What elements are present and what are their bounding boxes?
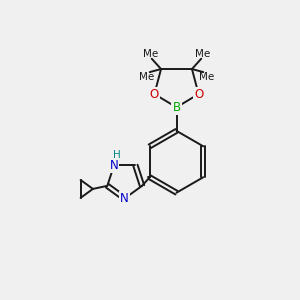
Text: N: N bbox=[120, 192, 129, 205]
Text: Me: Me bbox=[143, 49, 158, 59]
Text: O: O bbox=[150, 88, 159, 100]
Text: Me: Me bbox=[199, 71, 214, 82]
Text: O: O bbox=[194, 88, 203, 100]
Text: H: H bbox=[113, 150, 121, 160]
Text: B: B bbox=[172, 101, 181, 114]
Text: Me: Me bbox=[195, 49, 210, 59]
Text: Me: Me bbox=[139, 71, 154, 82]
Text: N: N bbox=[110, 159, 118, 172]
